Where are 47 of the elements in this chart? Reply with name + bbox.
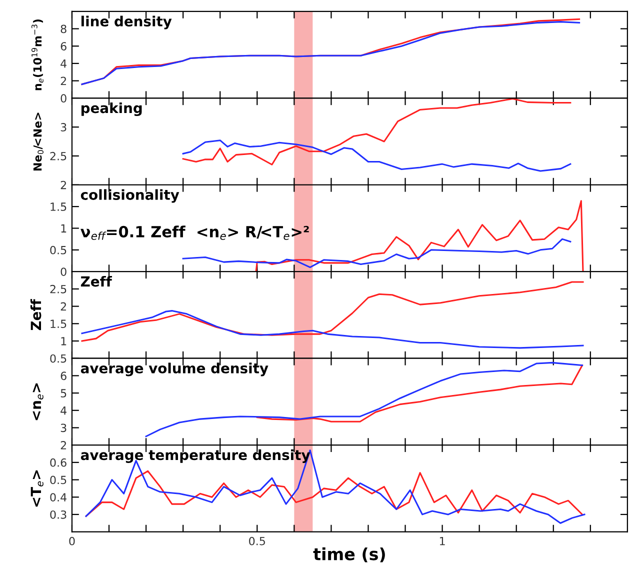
y-tick-label: 0.3 — [50, 510, 66, 519]
y-axis-title: Ne$_{0}$/<Ne> — [33, 112, 44, 170]
y-tick-label: 0 — [60, 268, 66, 276]
y-tick-label: 0.4 — [50, 493, 66, 502]
y-tick-label: 2 — [60, 302, 66, 311]
y-tick-label: 3 — [60, 123, 66, 132]
x-tick-label: 1 — [440, 537, 445, 546]
annotation: ν$_{eff}$=0.1 Zeff <n$_{e}$> R/<T$_{e}$>² — [80, 226, 309, 240]
annotation: line density — [81, 16, 172, 30]
y-tick-label: 1.5 — [50, 320, 66, 328]
x-axis-title: time (s) — [313, 547, 385, 562]
y-tick-label: 4 — [60, 406, 66, 415]
y-tick-label: 0.5 — [50, 354, 66, 363]
y-tick-label: 0.5 — [50, 246, 66, 254]
line-series — [182, 140, 572, 172]
y-tick-label: 3 — [60, 424, 66, 432]
line-series — [182, 98, 572, 166]
y-axis-title: <T$_{e}$> — [30, 470, 44, 507]
y-axis-title: <n$_{e}$> — [32, 383, 44, 420]
y-tick-label: 0 — [60, 94, 66, 103]
y-tick-label: 6 — [60, 372, 66, 380]
y-tick-label: 2.5 — [50, 284, 66, 294]
y-tick-label: 1.5 — [50, 202, 66, 211]
x-tick-label: 0.5 — [249, 536, 265, 546]
y-tick-label: 2 — [60, 441, 66, 450]
annotation: average volume density — [80, 362, 268, 376]
annotation: peaking — [81, 102, 142, 116]
y-tick-label: 1 — [61, 224, 66, 232]
y-tick-label: 4 — [60, 60, 66, 68]
line-series — [85, 470, 584, 517]
y-tick-label: 0.6 — [50, 458, 66, 467]
y-tick-label: 6 — [60, 42, 66, 50]
y-axis-title: Zeff — [30, 299, 42, 330]
y-axis-title: n$_{e}$(10$^{19}$m$^{−3}$) — [31, 20, 44, 90]
line-series — [81, 310, 584, 349]
y-tick-label: 5 — [60, 389, 66, 398]
line-series — [145, 362, 584, 438]
y-tick-label: 2.5 — [50, 152, 66, 160]
line-series — [182, 238, 572, 268]
y-tick-label: 8 — [60, 24, 66, 34]
annotation: collisionality — [80, 189, 180, 203]
y-tick-label: 2 — [60, 76, 66, 86]
y-tick-label: 1 — [61, 337, 66, 346]
annotation: Zeff — [80, 276, 112, 287]
y-tick-label: 2 — [60, 180, 66, 190]
y-tick-label: 0.5 — [50, 476, 66, 484]
x-tick-label: 0 — [69, 536, 75, 546]
